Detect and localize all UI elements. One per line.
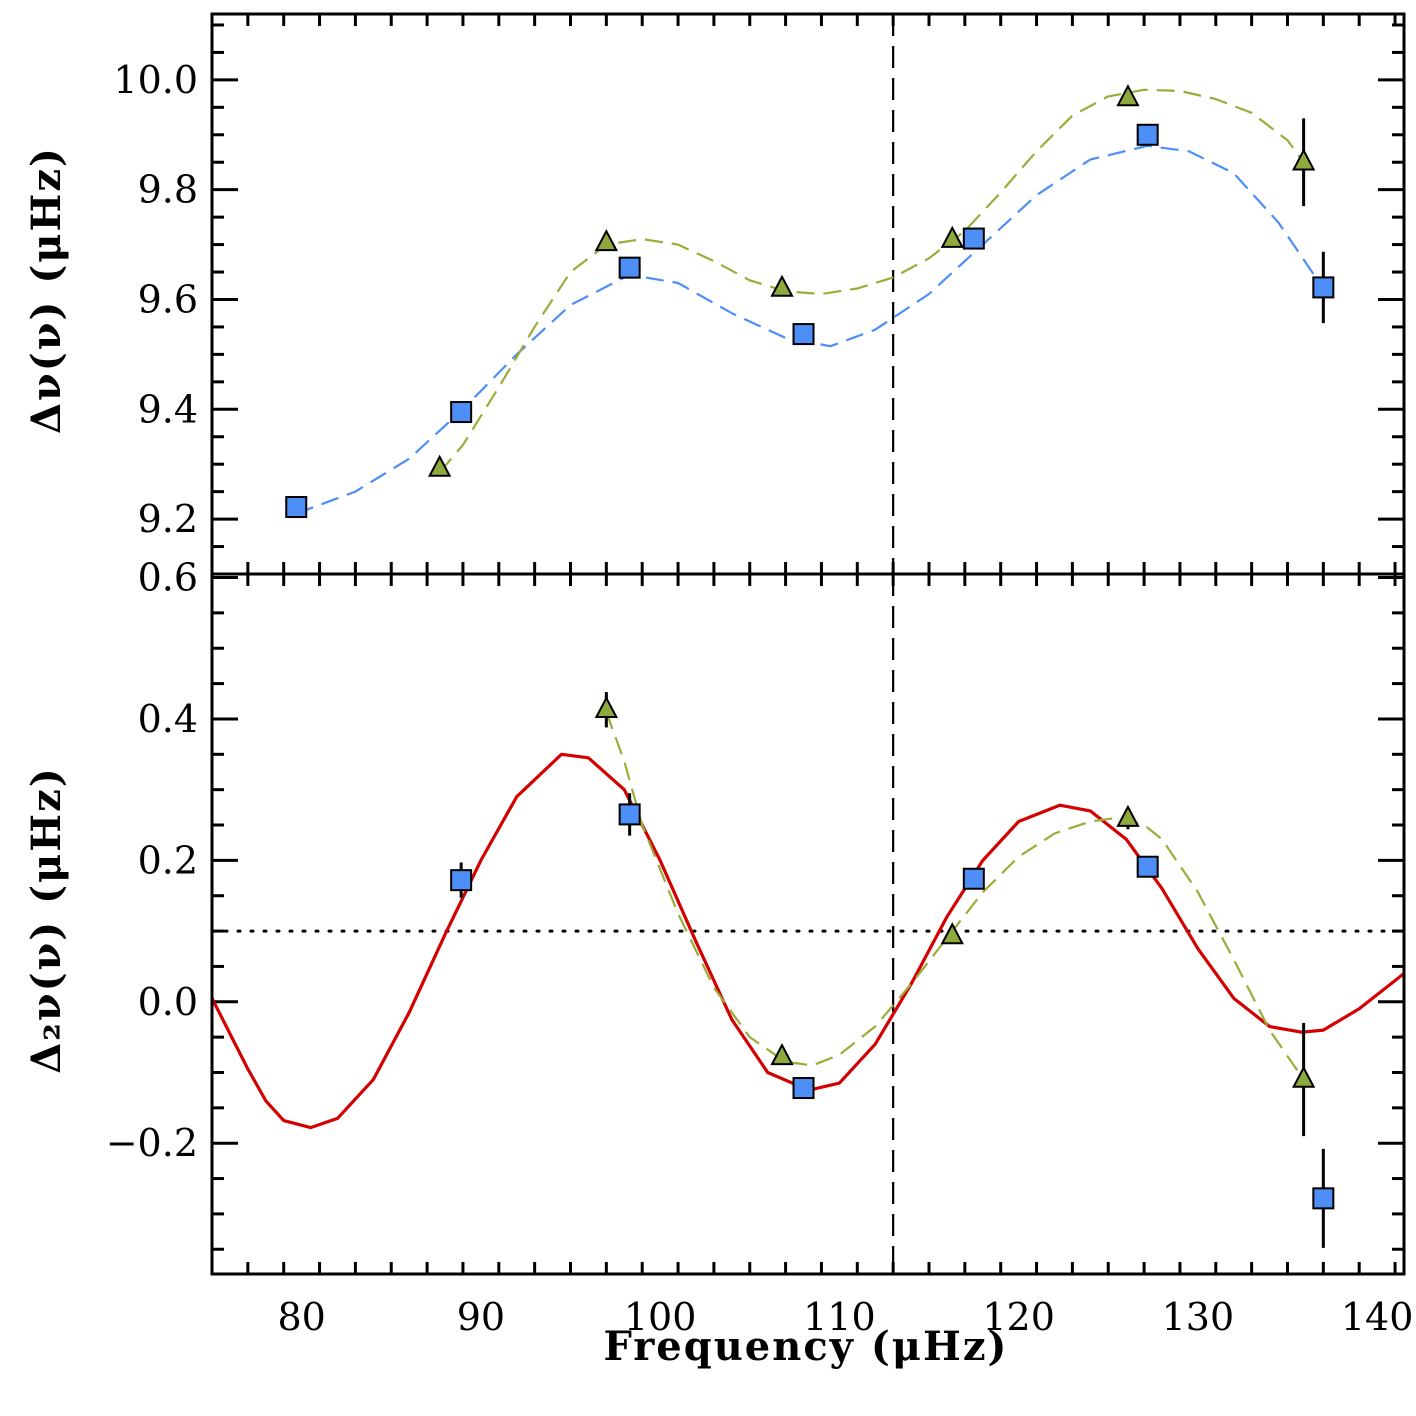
data-point-square: [618, 256, 641, 279]
bottom-panel: −0.2 0.0 0.2 0.4 0.6 80 90 100 110 120 130 140: [106, 556, 1414, 1339]
y-tick-label: 9.8: [138, 168, 198, 212]
data-point-square: [962, 867, 985, 890]
top-y-axis-title: Δν(ν) (μHz): [23, 146, 70, 434]
x-tick-label: 140: [1341, 1295, 1414, 1339]
x-tick-label: 90: [457, 1295, 505, 1339]
data-point-square: [962, 227, 985, 250]
data-point-triangle: [1116, 84, 1140, 107]
data-point-square: [1312, 1187, 1335, 1210]
top-panel: 9.2 9.4 9.6 9.8 10.0: [113, 12, 1406, 576]
x-tick-label: 100: [624, 1295, 697, 1339]
data-point-square: [450, 401, 473, 424]
data-point-triangle: [770, 274, 794, 297]
plot-frame: [210, 572, 1406, 1276]
data-point-triangle: [594, 695, 619, 718]
data-point-triangle: [594, 229, 619, 252]
fit-curve-dashed: [295, 144, 1325, 515]
fit-curves: [295, 88, 1325, 515]
y-tick-label: 0.6: [138, 556, 198, 600]
fit-curve-solid: [212, 752, 1404, 1130]
data-point-triangle: [1291, 1065, 1316, 1088]
data-point-triangle: [1291, 148, 1316, 171]
data-point-triangle: [1116, 804, 1140, 827]
y-tick-label: −0.2: [106, 1121, 198, 1165]
y-tick-label: 9.4: [138, 387, 198, 431]
data-point-square: [1136, 123, 1159, 146]
data-point-triangle: [940, 225, 964, 248]
fit-curve-dashed: [438, 88, 1305, 474]
data-point-triangle: [770, 1043, 794, 1066]
data-point-square: [450, 869, 473, 892]
data-point-square: [792, 1077, 815, 1100]
data-point-triangle: [427, 454, 452, 477]
x-tick-label: 130: [1162, 1295, 1235, 1339]
x-axis-title: Frequency (μHz): [604, 1323, 1009, 1370]
fit-curve-dashed: [605, 711, 1305, 1081]
y-tick-label: 0.2: [138, 838, 198, 882]
data-point-square: [618, 803, 641, 826]
y-tick-label: 9.6: [138, 277, 198, 321]
bottom-y-axis-title: Δ₂ν(ν) (μHz): [23, 766, 70, 1073]
x-tick-label: 120: [982, 1295, 1055, 1339]
y-tick-label: 0.4: [138, 697, 198, 741]
data-point-square: [285, 496, 308, 519]
x-tick-label: 80: [277, 1295, 325, 1339]
data-point-triangle: [940, 922, 964, 945]
y-tick-label: 9.2: [138, 497, 198, 541]
x-tick-label: 110: [803, 1295, 876, 1339]
data-point-square: [792, 323, 815, 346]
y-tick-label: 10.0: [113, 58, 198, 102]
y-tick-label: 0.0: [138, 980, 198, 1024]
data-point-square: [1136, 855, 1159, 878]
fit-curves: [212, 711, 1404, 1130]
data-point-square: [1312, 276, 1335, 299]
